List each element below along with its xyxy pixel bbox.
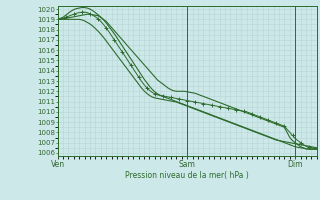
- X-axis label: Pression niveau de la mer( hPa ): Pression niveau de la mer( hPa ): [125, 171, 249, 180]
